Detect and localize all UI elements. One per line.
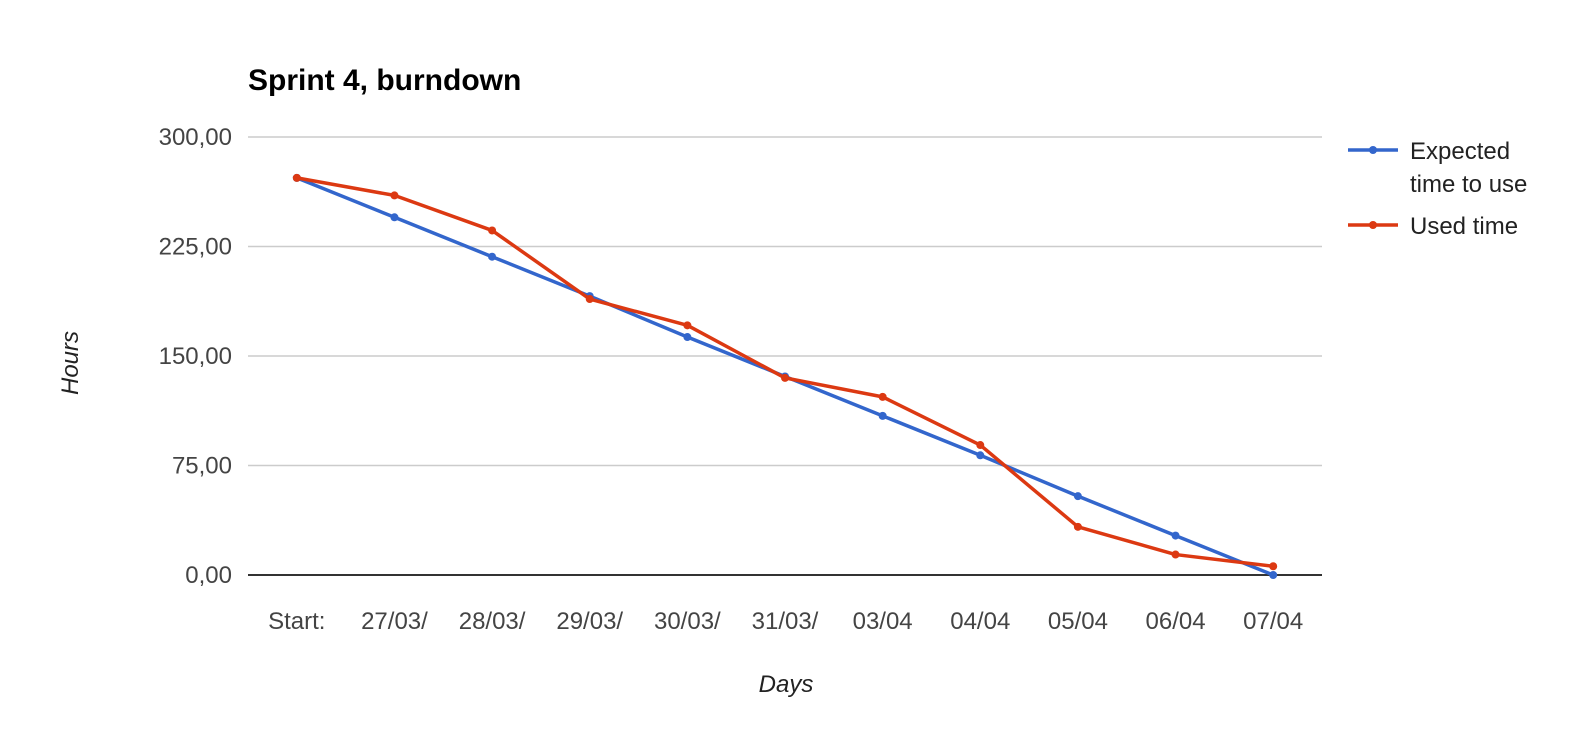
- y-tick-label: 225,00: [159, 234, 232, 261]
- data-point: [390, 213, 399, 222]
- series-lines: [292, 173, 1278, 579]
- legend-label: time to use: [1410, 171, 1527, 198]
- y-tick-label: 300,00: [159, 124, 232, 151]
- series-2: [292, 173, 1278, 571]
- x-tick-label: Start:: [268, 608, 325, 635]
- chart-title: Sprint 4, burndown: [248, 64, 521, 97]
- x-tick-label: 29/03/: [556, 608, 623, 635]
- legend-item: Used time: [1348, 213, 1518, 240]
- gridlines: [248, 136, 1322, 576]
- data-point: [488, 226, 497, 235]
- legend-label: Expected: [1410, 138, 1510, 165]
- y-axis-label: Hours: [57, 331, 84, 395]
- x-tick-label: 27/03/: [361, 608, 428, 635]
- data-point: [1073, 492, 1082, 501]
- data-point: [683, 321, 692, 330]
- data-point: [292, 173, 301, 182]
- legend: Expected time to use Used time: [1348, 138, 1527, 240]
- x-tick-label: 05/04: [1048, 608, 1108, 635]
- data-point: [1171, 531, 1180, 540]
- legend-marker: [1369, 146, 1377, 154]
- legend-label: Used time: [1410, 213, 1518, 240]
- data-point: [878, 392, 887, 401]
- y-tick-label: 0,00: [185, 562, 232, 589]
- data-point: [585, 295, 594, 304]
- y-tick-label: 75,00: [172, 453, 232, 480]
- x-tick-label: 28/03/: [459, 608, 526, 635]
- data-point: [488, 252, 497, 261]
- data-point: [1171, 550, 1180, 559]
- legend-item: Expected time to use: [1348, 138, 1527, 198]
- x-tick-label: 04/04: [950, 608, 1010, 635]
- x-tick-label: 06/04: [1146, 608, 1206, 635]
- x-axis-label: Days: [759, 671, 814, 698]
- legend-marker: [1369, 221, 1377, 229]
- data-point: [976, 441, 985, 450]
- y-axis-ticks: 0,00 75,00 150,00 225,00 300,00: [159, 124, 232, 589]
- data-point: [1073, 522, 1082, 531]
- data-point: [1269, 571, 1278, 579]
- data-point: [390, 191, 399, 200]
- x-tick-label: 31/03/: [752, 608, 819, 635]
- data-point: [683, 333, 692, 342]
- x-axis-ticks: Start: 27/03/28/03/29/03/30/03/31/03/03/0…: [268, 608, 1303, 635]
- x-tick-label: 07/04: [1243, 608, 1303, 635]
- data-point: [1269, 562, 1278, 571]
- y-tick-label: 150,00: [159, 343, 232, 370]
- data-point: [878, 411, 887, 420]
- x-tick-label: 03/04: [853, 608, 913, 635]
- data-point: [781, 373, 789, 382]
- data-point: [976, 451, 985, 460]
- x-tick-label: 30/03/: [654, 608, 721, 635]
